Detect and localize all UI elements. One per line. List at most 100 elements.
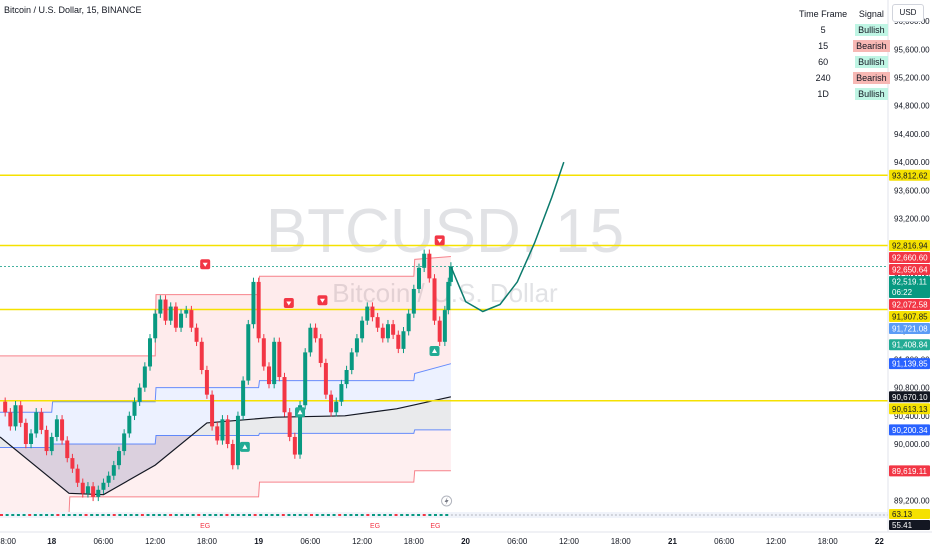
- oscillator-bar: [388, 514, 392, 516]
- time-tick-label: 19: [254, 537, 263, 546]
- oscillator-bar: [140, 514, 144, 516]
- time-axis-background: [0, 532, 932, 550]
- candle-body: [29, 433, 34, 444]
- candle-body: [251, 281, 256, 325]
- candle-body: [3, 401, 8, 413]
- event-label: EG: [370, 523, 380, 530]
- oscillator-bar: [33, 514, 37, 516]
- candle-body: [427, 253, 432, 279]
- price-tick-label: 94,400.00: [894, 130, 930, 139]
- price-label-text: 92,519.11: [892, 277, 928, 286]
- candle-body: [70, 458, 75, 469]
- oscillator-bar: [191, 514, 195, 516]
- oscillator-bar: [360, 514, 364, 516]
- candle-body: [422, 253, 427, 268]
- candle-body: [189, 310, 194, 328]
- candle-body: [116, 451, 121, 466]
- candle-body: [132, 401, 137, 416]
- bolt-icon: [444, 497, 449, 505]
- signal-value: Bearish: [853, 72, 890, 84]
- price-label-box: [889, 424, 930, 436]
- signal-row: 60 Bullish: [796, 54, 893, 70]
- currency-button[interactable]: USD: [892, 4, 924, 22]
- price-tick-label: 90,800.00: [894, 384, 930, 393]
- buy-arrow-icon: [297, 409, 303, 415]
- oscillator-bar: [417, 514, 421, 516]
- time-tick-label: 18:00: [197, 537, 218, 546]
- candle-body: [391, 324, 396, 335]
- time-tick-label: 06:00: [507, 537, 528, 546]
- signal-table-header-timeframe: Time Frame: [799, 9, 848, 19]
- oscillator-bar: [225, 514, 229, 516]
- candle-body: [137, 387, 142, 402]
- oscillator-bar: [39, 514, 43, 516]
- oscillator-bar: [45, 514, 49, 516]
- oscillator-bar: [208, 514, 212, 516]
- signal-row: 240 Bearish: [796, 70, 893, 86]
- oscillator-bar: [315, 514, 319, 516]
- price-tick-label: 95,600.00: [894, 45, 930, 54]
- candle-body: [8, 412, 13, 427]
- signal-value: Bearish: [853, 40, 890, 52]
- candle-body: [54, 419, 59, 437]
- price-label-text: 90,670.10: [892, 393, 928, 402]
- oscillator-bar: [298, 514, 302, 516]
- candle-body: [308, 327, 313, 353]
- price-label-box: [889, 322, 930, 334]
- oscillator-bar: [405, 514, 409, 516]
- price-tick-label: 90,400.00: [894, 412, 930, 421]
- oscillator-bar: [163, 514, 167, 516]
- time-tick-label: 06:00: [300, 537, 321, 546]
- oscillator-bar: [146, 514, 150, 516]
- signal-row: 1D Bullish: [796, 86, 893, 102]
- price-tick-label: 94,000.00: [894, 158, 930, 167]
- band-layer: [0, 256, 452, 515]
- oscillator-bar: [326, 514, 330, 516]
- oscillator-bar: [338, 514, 342, 516]
- oscillator-bar: [394, 514, 398, 516]
- signal-table: Time Frame Signal 5 Bullish 15 Bearish 6…: [796, 6, 893, 102]
- time-tick-label: 06:00: [714, 537, 735, 546]
- oscillator-bar: [197, 514, 201, 516]
- price-label-box: [889, 239, 930, 251]
- candle-body: [44, 429, 49, 452]
- oscillator-bar: [264, 514, 268, 516]
- price-tick-label: 93,200.00: [894, 214, 930, 223]
- oscillator-bar: [332, 514, 336, 516]
- candle-body: [246, 324, 251, 381]
- time-tick-label: 18:00: [0, 537, 17, 546]
- oscillator-bar: [259, 514, 263, 516]
- oscillator-bar: [247, 514, 251, 516]
- price-label-box: [889, 310, 930, 322]
- candle-body: [344, 370, 349, 385]
- candle-body: [334, 401, 339, 413]
- price-label-text: 91,721.08: [892, 324, 928, 333]
- candle-body: [23, 422, 28, 444]
- sell-arrow-icon: [319, 298, 325, 303]
- candle-body: [65, 440, 70, 459]
- time-tick-label: 21: [668, 537, 677, 546]
- time-axis[interactable]: 18:00 18 06:00 12:00 18:00 19 06:00 12:00 18:00 2…: [0, 531, 932, 550]
- price-label-box: [889, 251, 930, 263]
- sell-arrow-icon: [437, 238, 443, 243]
- candle-body: [375, 317, 380, 328]
- candle-body: [39, 412, 44, 430]
- time-tick-label: 12:00: [559, 537, 580, 546]
- oscillator-bar: [61, 514, 65, 516]
- candle-body: [416, 267, 421, 289]
- price-label-text: 91,139.85: [892, 360, 928, 369]
- candle-body: [329, 394, 334, 413]
- oscillator-bar: [78, 514, 82, 516]
- oscillator-bar: [202, 514, 206, 516]
- symbol-title[interactable]: Bitcoin / U.S. Dollar, 15, BINANCE: [4, 5, 142, 15]
- oscillator-bar: [5, 514, 9, 516]
- candle-body: [292, 436, 297, 455]
- price-label-box: [889, 391, 930, 403]
- signal-value: Bullish: [855, 56, 888, 68]
- candle-body: [96, 489, 101, 497]
- oscillator-bar: [67, 514, 71, 516]
- bottom-cloud: [0, 429, 451, 515]
- sell-arrow-icon: [286, 301, 292, 306]
- signal-timeframe: 60: [818, 57, 829, 67]
